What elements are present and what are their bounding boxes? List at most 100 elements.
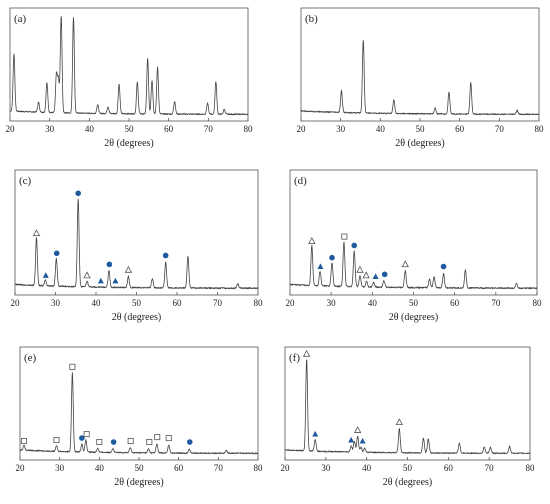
x-tick-label: 60 <box>174 463 184 473</box>
plot-frame <box>14 169 259 296</box>
x-tick-label: 80 <box>254 463 264 473</box>
x-tick-label: 60 <box>450 298 460 308</box>
marker-filled-triangle <box>112 277 119 284</box>
x-tick-label: 50 <box>403 463 413 473</box>
panel-label: (a) <box>14 13 27 25</box>
marker-filled-circle <box>162 252 169 259</box>
diffraction-trace <box>14 198 259 290</box>
x-tick-label: 20 <box>16 463 26 473</box>
marker-open-square <box>96 439 103 446</box>
x-tick-label: 80 <box>533 298 543 308</box>
xrd-panel-1: 20 30 40 50 60 70 80 2θ (degrees) (a) <box>6 7 254 149</box>
x-tick-label: 30 <box>336 124 346 134</box>
diffraction-trace <box>19 372 259 455</box>
diffraction-trace <box>284 359 531 455</box>
diffraction-trace <box>300 40 540 116</box>
x-axis-label: 2θ (degrees) <box>112 312 162 323</box>
x-tick-label: 50 <box>409 298 419 308</box>
x-tick-label: 20 <box>11 298 21 308</box>
marker-open-square <box>53 437 60 444</box>
marker-open-square <box>20 438 27 445</box>
x-tick-label: 20 <box>6 124 16 134</box>
panel-label: (e) <box>24 352 37 364</box>
xrd-panel-3: 20 30 40 50 60 70 80 2θ (degrees) (c) <box>11 169 264 323</box>
x-axis-label: 2θ (degrees) <box>114 477 164 488</box>
marker-open-square <box>69 363 76 370</box>
marker-open-triangle <box>83 271 91 279</box>
x-tick-label: 80 <box>535 124 545 134</box>
marker-filled-circle <box>75 190 81 197</box>
marker-filled-circle <box>53 250 60 257</box>
x-axis-label: 2θ (degrees) <box>104 138 154 149</box>
x-axis-label: 2θ (degrees) <box>383 477 433 488</box>
x-tick-label: 30 <box>321 463 331 473</box>
panel-label: (d) <box>294 175 307 187</box>
x-tick-label: 70 <box>485 463 495 473</box>
marker-open-triangle <box>32 229 41 237</box>
x-axis-label: 2θ (degrees) <box>389 312 439 323</box>
marker-filled-circle <box>329 254 335 261</box>
x-tick-label: 40 <box>376 124 386 134</box>
marker-filled-triangle <box>42 272 49 278</box>
marker-open-triangle <box>401 260 409 268</box>
plot-frame <box>284 346 531 461</box>
xrd-panel-6: 20 30 40 50 60 70 80 2θ (degrees) (f) <box>281 346 536 488</box>
marker-open-square <box>83 431 90 438</box>
diffraction-trace <box>9 16 249 116</box>
x-tick-label: 80 <box>244 124 254 134</box>
marker-open-square <box>341 233 348 240</box>
marker-open-square <box>146 439 153 446</box>
x-tick-label: 50 <box>135 463 145 473</box>
x-tick-label: 60 <box>164 124 174 134</box>
x-tick-label: 20 <box>286 298 296 308</box>
x-tick-label: 30 <box>45 124 55 134</box>
marker-open-triangle <box>362 271 370 279</box>
marker-filled-circle <box>351 242 358 249</box>
x-tick-label: 30 <box>327 298 337 308</box>
plot-frame <box>289 169 538 296</box>
x-tick-label: 60 <box>444 463 454 473</box>
x-tick-label: 50 <box>132 298 142 308</box>
x-tick-label: 60 <box>173 298 183 308</box>
x-tick-label: 50 <box>416 124 426 134</box>
x-tick-label: 80 <box>254 298 264 308</box>
marker-filled-triangle <box>372 273 379 279</box>
plot-frame <box>300 7 540 122</box>
marker-filled-circle <box>186 439 193 445</box>
x-tick-label: 40 <box>362 463 372 473</box>
xrd-panel-2: 20 30 40 50 60 70 80 2θ (degrees) (b) <box>297 7 545 149</box>
x-tick-label: 40 <box>95 463 105 473</box>
xrd-panel-5: 20 30 40 50 60 70 80 2θ (degrees) (e) <box>16 346 264 488</box>
marker-open-triangle <box>354 426 362 433</box>
marker-filled-triangle <box>312 430 319 437</box>
x-tick-label: 70 <box>214 463 224 473</box>
x-tick-label: 30 <box>55 463 65 473</box>
marker-filled-circle <box>79 435 85 441</box>
marker-open-square <box>165 435 172 442</box>
marker-filled-circle <box>440 263 447 270</box>
panel-label: (c) <box>19 175 32 187</box>
marker-open-triangle <box>356 265 364 273</box>
marker-open-square <box>127 438 134 445</box>
marker-open-triangle <box>395 418 404 426</box>
marker-open-triangle <box>308 236 316 244</box>
marker-open-triangle <box>302 349 311 357</box>
marker-filled-triangle <box>97 277 104 284</box>
x-tick-label: 20 <box>281 463 291 473</box>
x-tick-label: 50 <box>125 124 135 134</box>
marker-filled-circle <box>110 439 117 445</box>
marker-filled-triangle <box>348 436 355 443</box>
x-tick-label: 70 <box>204 124 214 134</box>
x-tick-label: 80 <box>526 463 536 473</box>
x-tick-label: 70 <box>213 298 223 308</box>
marker-filled-circle <box>381 271 388 278</box>
marker-filled-triangle <box>317 263 324 269</box>
marker-open-triangle <box>124 265 133 273</box>
x-axis-label: 2θ (degrees) <box>395 138 445 149</box>
x-tick-label: 40 <box>85 124 95 134</box>
panel-label: (b) <box>305 13 318 25</box>
x-tick-label: 70 <box>495 124 505 134</box>
x-tick-label: 70 <box>491 298 501 308</box>
panel-label: (f) <box>289 352 300 364</box>
